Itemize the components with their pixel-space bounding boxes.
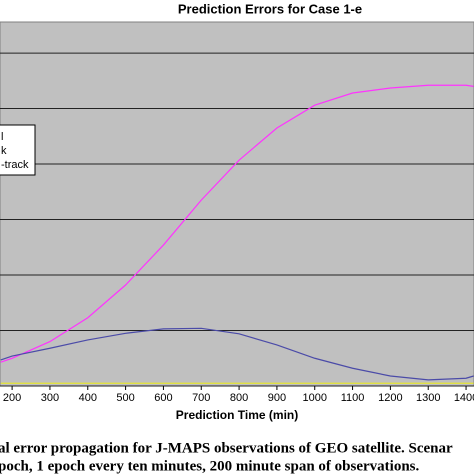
x-tick-label: 500	[116, 392, 134, 404]
x-tick-label: 600	[154, 392, 172, 404]
series-line	[0, 327, 474, 381]
x-tick-label: 1200	[378, 392, 402, 404]
x-tick-label: 400	[79, 392, 97, 404]
legend-label: l	[1, 131, 3, 143]
x-tick-label: 1100	[341, 392, 365, 404]
caption-line: poch, 1 epoch every ten minutes, 200 min…	[0, 458, 420, 474]
x-tick-label: 200	[3, 392, 21, 404]
chart-title: Prediction Errors for Case 1-e	[178, 1, 362, 16]
plot-area	[0, 21, 474, 387]
x-tick-label: 800	[230, 392, 248, 404]
legend: lk -track	[0, 124, 36, 176]
plot-background	[0, 21, 474, 387]
series-line	[0, 84, 474, 363]
x-tick-label: 900	[268, 392, 286, 404]
legend-label: -track	[1, 159, 29, 171]
legend-box	[0, 124, 36, 176]
x-tick-label: 1000	[302, 392, 326, 404]
x-tick-label: 1300	[416, 392, 440, 404]
x-axis-label: Prediction Time (min)	[176, 408, 298, 422]
x-tick-label: 700	[192, 392, 210, 404]
legend-label: k	[1, 145, 7, 157]
x-tick-label: 1400	[454, 392, 474, 404]
x-tick-label: 300	[41, 392, 59, 404]
caption-line: al error propagation for J-MAPS observat…	[0, 440, 453, 456]
